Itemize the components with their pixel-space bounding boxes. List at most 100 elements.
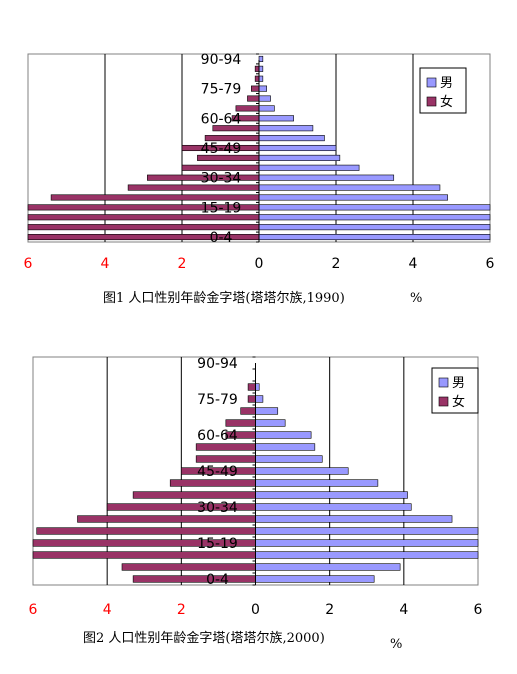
x-tick-label: 6 xyxy=(24,256,33,272)
x-tick-label: 0 xyxy=(251,602,260,618)
age-label: 0-4 xyxy=(206,572,229,588)
x-tick-label: 4 xyxy=(399,602,408,618)
bar-female xyxy=(247,383,256,391)
caption-figure-number: 图2 xyxy=(83,631,108,646)
legend: 男女 xyxy=(431,367,479,414)
bar-female xyxy=(204,135,260,142)
bar-male xyxy=(255,503,412,511)
bar-female xyxy=(240,407,256,415)
bar-male xyxy=(258,75,264,82)
bar-male xyxy=(255,395,264,403)
bar-female xyxy=(195,443,256,451)
age-label: 90-94 xyxy=(197,356,238,372)
bar-male xyxy=(258,234,491,241)
bar-female xyxy=(121,563,256,571)
caption-title: 人口性别年龄金字塔(塔塔尔族,1990) xyxy=(128,290,344,306)
legend-label: 女 xyxy=(440,94,453,110)
bar-male xyxy=(258,214,491,221)
bar-male xyxy=(255,539,479,547)
age-label: 15-19 xyxy=(201,200,242,216)
age-label: 0-4 xyxy=(210,230,233,246)
bar-male xyxy=(255,383,260,391)
age-label: 60-64 xyxy=(201,111,242,127)
caption-unit: % xyxy=(410,291,422,306)
x-tick-label: 6 xyxy=(29,602,38,618)
x-tick-label: 2 xyxy=(177,602,186,618)
x-tick-label: 6 xyxy=(474,602,483,618)
age-label: 75-79 xyxy=(201,82,242,98)
bar-male xyxy=(255,527,479,535)
bar-female xyxy=(36,527,256,535)
x-tick-label: 0 xyxy=(255,256,264,272)
bar-male xyxy=(255,443,316,451)
caption-figure-number: 图1 xyxy=(103,291,128,306)
bar-male xyxy=(255,419,286,427)
bar-male xyxy=(258,105,275,112)
x-tick-label: 4 xyxy=(409,256,418,272)
legend-swatch xyxy=(426,77,437,88)
bar-male xyxy=(258,85,267,92)
bar-male xyxy=(255,467,349,475)
legend-swatch xyxy=(426,96,437,107)
chart-caption: 图1 人口性别年龄金字塔(塔塔尔族,1990) xyxy=(103,290,345,306)
bar-male xyxy=(255,551,479,559)
legend-label: 男 xyxy=(452,376,465,391)
bar-female xyxy=(132,491,256,499)
bar-male xyxy=(258,174,395,181)
bar-male xyxy=(255,431,312,439)
legend-label: 女 xyxy=(452,394,465,410)
bar-female xyxy=(77,515,256,523)
bar-male xyxy=(258,115,294,122)
x-tick-label: 6 xyxy=(486,256,495,272)
bar-male xyxy=(258,65,264,72)
bar-male xyxy=(258,125,314,132)
bar-female xyxy=(247,95,260,102)
bar-female xyxy=(247,395,256,403)
bar-female xyxy=(235,105,260,112)
legend-swatch xyxy=(438,377,449,388)
bar-male xyxy=(258,55,264,62)
age-label: 30-34 xyxy=(197,500,238,516)
bar-female xyxy=(254,75,260,82)
chart-2: 90-94 75-79 60-64 45-49 30-34 15-19 0-4 6 4 2 0 2 4 6… xyxy=(29,356,483,652)
caption-title: 人口性别年龄金字塔(塔塔尔族,2000) xyxy=(108,630,324,646)
bar-male xyxy=(255,455,323,463)
bar-male xyxy=(255,407,279,415)
bar-female xyxy=(32,551,256,559)
legend-label: 男 xyxy=(440,76,453,91)
bar-male xyxy=(258,184,441,191)
legend: 男女 xyxy=(419,67,467,114)
age-label: 75-79 xyxy=(197,392,238,408)
chart-1: 90-94 75-79 60-64 45-49 30-34 15-19 0-4 6 4 2 0 2 4 6… xyxy=(24,52,495,306)
bar-male xyxy=(258,95,271,102)
bar-female xyxy=(195,455,256,463)
age-label: 90-94 xyxy=(201,52,242,68)
bar-male xyxy=(255,515,453,523)
chart-caption: 图2 人口性别年龄金字塔(塔塔尔族,2000) xyxy=(83,630,325,646)
bar-male xyxy=(255,575,375,583)
bar-male xyxy=(258,224,491,231)
bar-male xyxy=(255,479,379,487)
x-tick-label: 4 xyxy=(101,256,110,272)
age-label: 60-64 xyxy=(197,428,238,444)
age-label: 15-19 xyxy=(197,536,238,552)
bar-male xyxy=(258,164,360,171)
bar-male xyxy=(255,491,408,499)
bar-female xyxy=(225,419,256,427)
bar-male xyxy=(258,135,325,142)
legend-swatch xyxy=(438,396,449,407)
bar-male xyxy=(258,194,448,201)
bar-female xyxy=(132,575,256,583)
bar-female xyxy=(254,65,260,72)
bar-male xyxy=(258,154,341,161)
age-label: 45-49 xyxy=(201,141,242,157)
bar-female xyxy=(169,479,256,487)
x-tick-label: 2 xyxy=(332,256,341,272)
bar-male xyxy=(258,204,491,211)
x-tick-label: 2 xyxy=(178,256,187,272)
x-tick-label: 2 xyxy=(325,602,334,618)
age-label: 45-49 xyxy=(197,464,238,480)
bar-female xyxy=(251,85,260,92)
caption-unit: % xyxy=(390,637,402,652)
